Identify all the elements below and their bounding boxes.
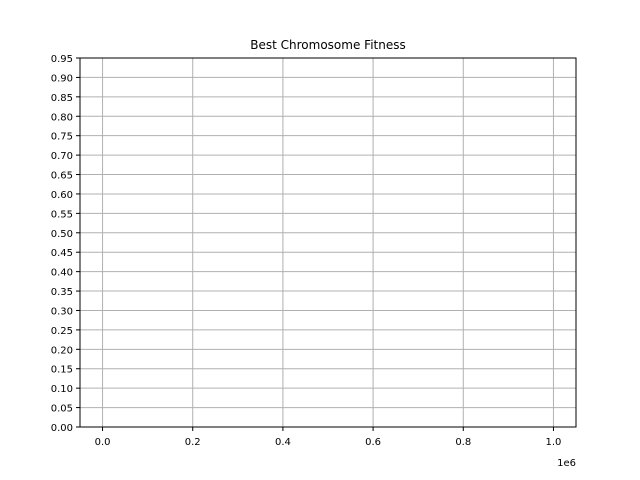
y-tick-label: 0.30 <box>51 306 73 317</box>
x-axis-offset-label: 1e6 <box>557 458 576 469</box>
x-tick-label: 0.2 <box>185 437 201 448</box>
y-tick-label: 0.95 <box>51 54 73 65</box>
y-tick-label: 0.40 <box>51 268 73 279</box>
y-tick-label: 0.00 <box>51 423 73 434</box>
y-tick-label: 0.25 <box>51 326 73 337</box>
y-axis: 0.00 0.05 0.10 0.15 0.20 0.25 0.30 0.35 0.40 0.45… <box>51 54 80 434</box>
x-tick-label: 0.8 <box>455 437 471 448</box>
y-tick-label: 0.35 <box>51 287 73 298</box>
y-tick-label: 0.50 <box>51 229 73 240</box>
y-tick-label: 0.20 <box>51 345 73 356</box>
y-tick-label: 0.70 <box>51 151 73 162</box>
y-tick-label: 0.75 <box>51 132 73 143</box>
y-tick-label: 0.85 <box>51 93 73 104</box>
y-tick-label: 0.10 <box>51 384 73 395</box>
chart-title: Best Chromosome Fitness <box>250 38 405 52</box>
x-tick-label: 0.4 <box>275 437 291 448</box>
y-tick-label: 0.45 <box>51 248 73 259</box>
x-axis: 0.0 0.2 0.4 0.6 0.8 1.0 <box>95 427 562 448</box>
y-tick-label: 0.05 <box>51 404 73 415</box>
x-tick-label: 0.0 <box>95 437 111 448</box>
x-tick-label: 0.6 <box>365 437 381 448</box>
x-tick-label: 1.0 <box>546 437 562 448</box>
plot-area-frame <box>79 57 577 428</box>
y-tick-label: 0.65 <box>51 171 73 182</box>
y-tick-label: 0.15 <box>51 365 73 376</box>
y-tick-label: 0.60 <box>51 190 73 201</box>
y-tick-label: 0.90 <box>51 73 73 84</box>
y-tick-label: 0.80 <box>51 112 73 123</box>
y-tick-label: 0.55 <box>51 209 73 220</box>
